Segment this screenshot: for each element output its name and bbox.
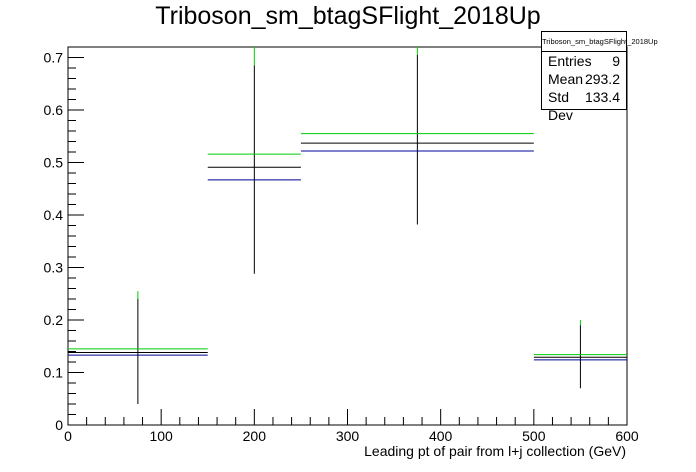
stats-entries-row: Entries 9 [542, 52, 626, 70]
y-tick-label: 0.6 [44, 102, 64, 118]
y-tick-label: 0.7 [44, 50, 64, 66]
x-tick-label: 200 [243, 428, 267, 444]
x-tick-label: 100 [149, 428, 173, 444]
chart-title: Triboson_sm_btagSFlight_2018Up [155, 2, 541, 30]
x-axis-label: Leading pt of pair from l+j collection (… [364, 443, 626, 459]
y-tick-label: 0.2 [44, 312, 64, 328]
stats-stddev-row: Std Dev 133.4 [542, 88, 626, 124]
y-tick-label: 0.4 [44, 207, 64, 223]
stats-entries-label: Entries [548, 53, 592, 69]
x-tick-label: 400 [429, 428, 453, 444]
stats-mean-row: Mean 293.2 [542, 70, 626, 88]
y-tick-label: 0.3 [44, 260, 64, 276]
stats-stddev-value: 133.4 [584, 89, 620, 105]
stats-stddev-label: Std Dev [548, 89, 573, 123]
y-tick-label: 0.5 [44, 155, 64, 171]
y-tick-label: 0.1 [44, 365, 64, 381]
stats-entries-value: 9 [612, 53, 620, 69]
stats-mean-value: 293.2 [584, 71, 620, 87]
x-tick-label: 600 [615, 428, 639, 444]
x-tick-label: 300 [336, 428, 360, 444]
stats-mean-label: Mean [548, 71, 584, 87]
y-tick-label: 0 [55, 417, 63, 433]
stats-box-name: Triboson_sm_btagSFlight_2018Up [542, 32, 658, 52]
x-tick-label: 500 [522, 428, 546, 444]
stats-box: Triboson_sm_btagSFlight_2018Up Entries 9… [541, 31, 658, 123]
x-tick-label: 0 [64, 428, 72, 444]
